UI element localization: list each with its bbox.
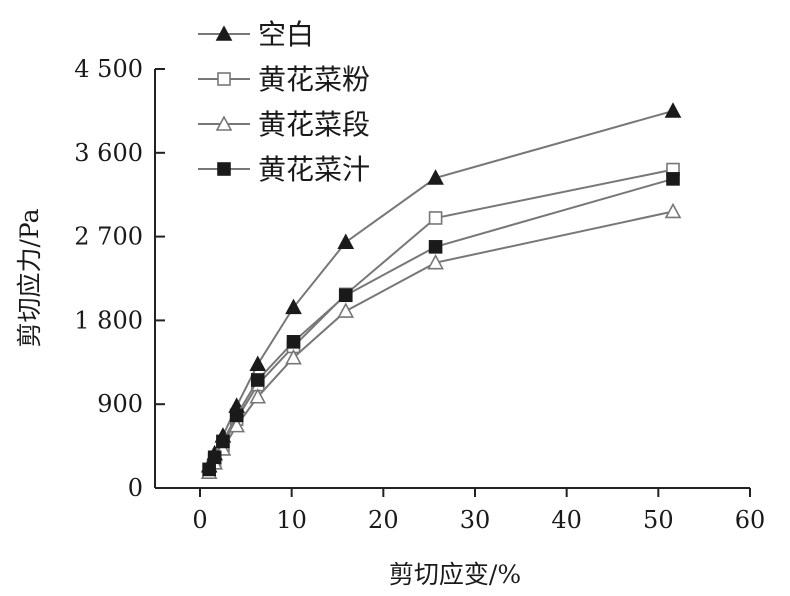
legend-label: 空白 bbox=[258, 18, 314, 51]
series-layer bbox=[200, 102, 682, 479]
data-point bbox=[338, 288, 353, 303]
data-point bbox=[207, 450, 222, 465]
data-point bbox=[286, 335, 301, 349]
x-tick-label: 10 bbox=[276, 506, 307, 534]
data-point bbox=[337, 302, 355, 318]
data-point bbox=[427, 253, 444, 270]
data-point bbox=[428, 211, 443, 225]
data-point bbox=[229, 408, 244, 423]
data-point bbox=[664, 102, 682, 118]
data-point bbox=[664, 202, 682, 219]
legend-label: 黄花菜段 bbox=[258, 108, 370, 141]
data-point bbox=[428, 240, 443, 254]
data-point bbox=[216, 434, 230, 449]
data-point bbox=[285, 298, 302, 315]
legend-label: 黄花菜粉 bbox=[258, 63, 370, 96]
x-tick-label: 20 bbox=[368, 506, 399, 534]
data-point bbox=[250, 373, 265, 387]
legend-item-4: 黄花菜汁 bbox=[198, 153, 370, 186]
x-tick-label: 0 bbox=[192, 506, 207, 534]
y-tick-label: 0 bbox=[128, 474, 143, 502]
x-tick-label: 50 bbox=[643, 506, 674, 534]
data-point bbox=[427, 169, 444, 185]
data-point bbox=[285, 348, 302, 365]
data-point bbox=[337, 233, 355, 249]
legend-marker bbox=[217, 162, 231, 176]
series-4 bbox=[202, 172, 680, 477]
data-point bbox=[666, 172, 680, 186]
x-tick-label: 60 bbox=[735, 506, 766, 534]
x-axis-title: 剪切应变/% bbox=[389, 560, 521, 589]
x-tick-label: 30 bbox=[460, 506, 491, 534]
y-tick-label: 3 600 bbox=[74, 139, 143, 167]
data-point bbox=[228, 416, 246, 433]
y-tick-label: 2 700 bbox=[74, 223, 143, 251]
data-point bbox=[249, 355, 267, 371]
legend-marker bbox=[215, 115, 233, 131]
y-tick-label: 900 bbox=[97, 390, 143, 418]
legend-marker bbox=[217, 72, 231, 86]
x-tick-label: 40 bbox=[551, 506, 582, 534]
series-2 bbox=[202, 162, 680, 478]
legend-item-2: 黄花菜粉 bbox=[198, 63, 370, 96]
data-point bbox=[202, 462, 216, 477]
legend-marker bbox=[215, 25, 233, 41]
data-point bbox=[249, 388, 267, 404]
y-axis-title: 剪切应力/Pa bbox=[15, 208, 44, 347]
y-tick-label: 1 800 bbox=[74, 306, 143, 334]
legend-item-1: 空白 bbox=[198, 18, 314, 51]
legend-item-3: 黄花菜段 bbox=[198, 108, 370, 141]
axes: 0 900 1 800 2 700 3 600 4 500 0 10 20 30 40 50 60 bbox=[74, 55, 765, 534]
y-tick-label: 4 500 bbox=[74, 55, 143, 83]
legend-label: 黄花菜汁 bbox=[258, 153, 370, 186]
